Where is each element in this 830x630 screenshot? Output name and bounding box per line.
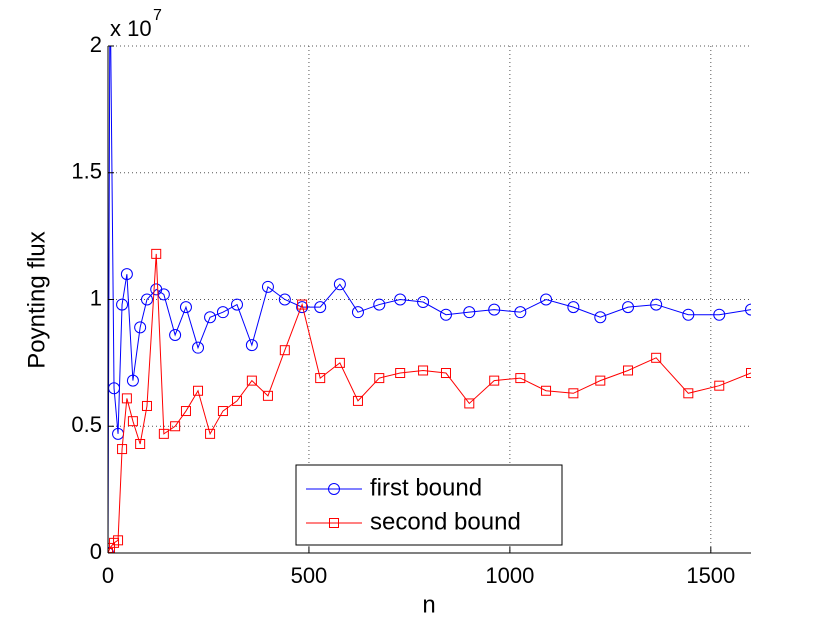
legend: first bound second bound: [295, 464, 563, 546]
marker: [651, 352, 662, 363]
marker: [113, 535, 124, 546]
marker: [746, 368, 751, 379]
marker: [245, 339, 258, 352]
marker: [231, 298, 244, 311]
axes: 0 0.5 1 1.5 2 0 500 1000 1500: [71, 32, 751, 588]
marker: [121, 393, 132, 404]
marker: [216, 306, 229, 319]
marker: [296, 301, 309, 314]
y-tick-label: 1.5: [71, 159, 102, 184]
marker: [117, 444, 128, 455]
marker: [489, 375, 500, 386]
marker: [261, 280, 274, 293]
marker: [394, 293, 407, 306]
marker: [279, 345, 290, 356]
marker: [515, 373, 526, 384]
y-tick-label: 2: [90, 32, 102, 57]
marker: [488, 303, 501, 316]
marker: [193, 385, 204, 396]
marker: [329, 518, 339, 528]
marker: [650, 298, 663, 311]
y-tick-label: 1: [90, 285, 102, 310]
plot-area: [108, 46, 751, 553]
marker: [169, 328, 182, 341]
y-axis-label: Poynting flux: [23, 231, 50, 368]
marker: [297, 299, 308, 310]
x-tick-label: 500: [291, 563, 328, 588]
marker: [192, 341, 205, 354]
marker: [567, 301, 580, 314]
marker: [151, 248, 162, 259]
marker: [594, 311, 607, 324]
marker: [179, 301, 192, 314]
marker: [374, 373, 385, 384]
marker: [217, 406, 228, 417]
marker: [682, 308, 695, 321]
x-tick-label: 1000: [485, 563, 534, 588]
x-tick-label: 0: [102, 563, 114, 588]
marker: [116, 298, 129, 311]
marker: [127, 416, 138, 427]
y-multiplier-exponent: 7: [153, 7, 162, 24]
marker: [683, 388, 694, 399]
marker: [246, 375, 257, 386]
marker: [713, 308, 726, 321]
marker: [141, 400, 152, 411]
marker: [595, 375, 606, 386]
marker: [278, 293, 291, 306]
x-tick-label: 1500: [686, 563, 735, 588]
legend-box: [295, 464, 563, 546]
marker: [328, 483, 340, 495]
marker: [351, 306, 364, 319]
marker: [158, 428, 169, 439]
marker: [745, 303, 751, 316]
marker: [232, 395, 243, 406]
marker: [140, 293, 153, 306]
marker: [395, 368, 406, 379]
marker: [120, 268, 133, 281]
legend-label: second bound: [370, 508, 521, 535]
y-tick-label: 0.5: [71, 412, 102, 437]
marker: [262, 390, 273, 401]
marker: [464, 398, 475, 409]
marker: [352, 395, 363, 406]
marker: [134, 321, 147, 334]
marker: [439, 308, 452, 321]
marker: [540, 293, 553, 306]
marker: [135, 438, 146, 449]
series-line: [108, 46, 751, 553]
marker: [514, 306, 527, 319]
marker: [170, 421, 181, 432]
marker: [417, 296, 430, 309]
marker: [541, 385, 552, 396]
x-axis-label: n: [422, 591, 435, 618]
marker: [622, 301, 635, 314]
y-tick-label: 0: [90, 539, 102, 564]
marker: [463, 306, 476, 319]
marker: [333, 278, 346, 291]
y-multiplier: x 10: [110, 16, 152, 41]
marker: [204, 311, 217, 324]
marker: [315, 373, 326, 384]
marker: [418, 365, 429, 376]
marker: [314, 301, 327, 314]
marker: [714, 380, 725, 391]
marker: [334, 357, 345, 368]
legend-label: first bound: [370, 474, 482, 501]
marker: [205, 428, 216, 439]
marker: [108, 382, 121, 395]
marker: [440, 368, 451, 379]
marker: [180, 406, 191, 417]
marker: [568, 388, 579, 399]
series-line: [108, 253, 751, 553]
marker: [373, 298, 386, 311]
marker: [126, 374, 139, 387]
marker: [623, 365, 634, 376]
